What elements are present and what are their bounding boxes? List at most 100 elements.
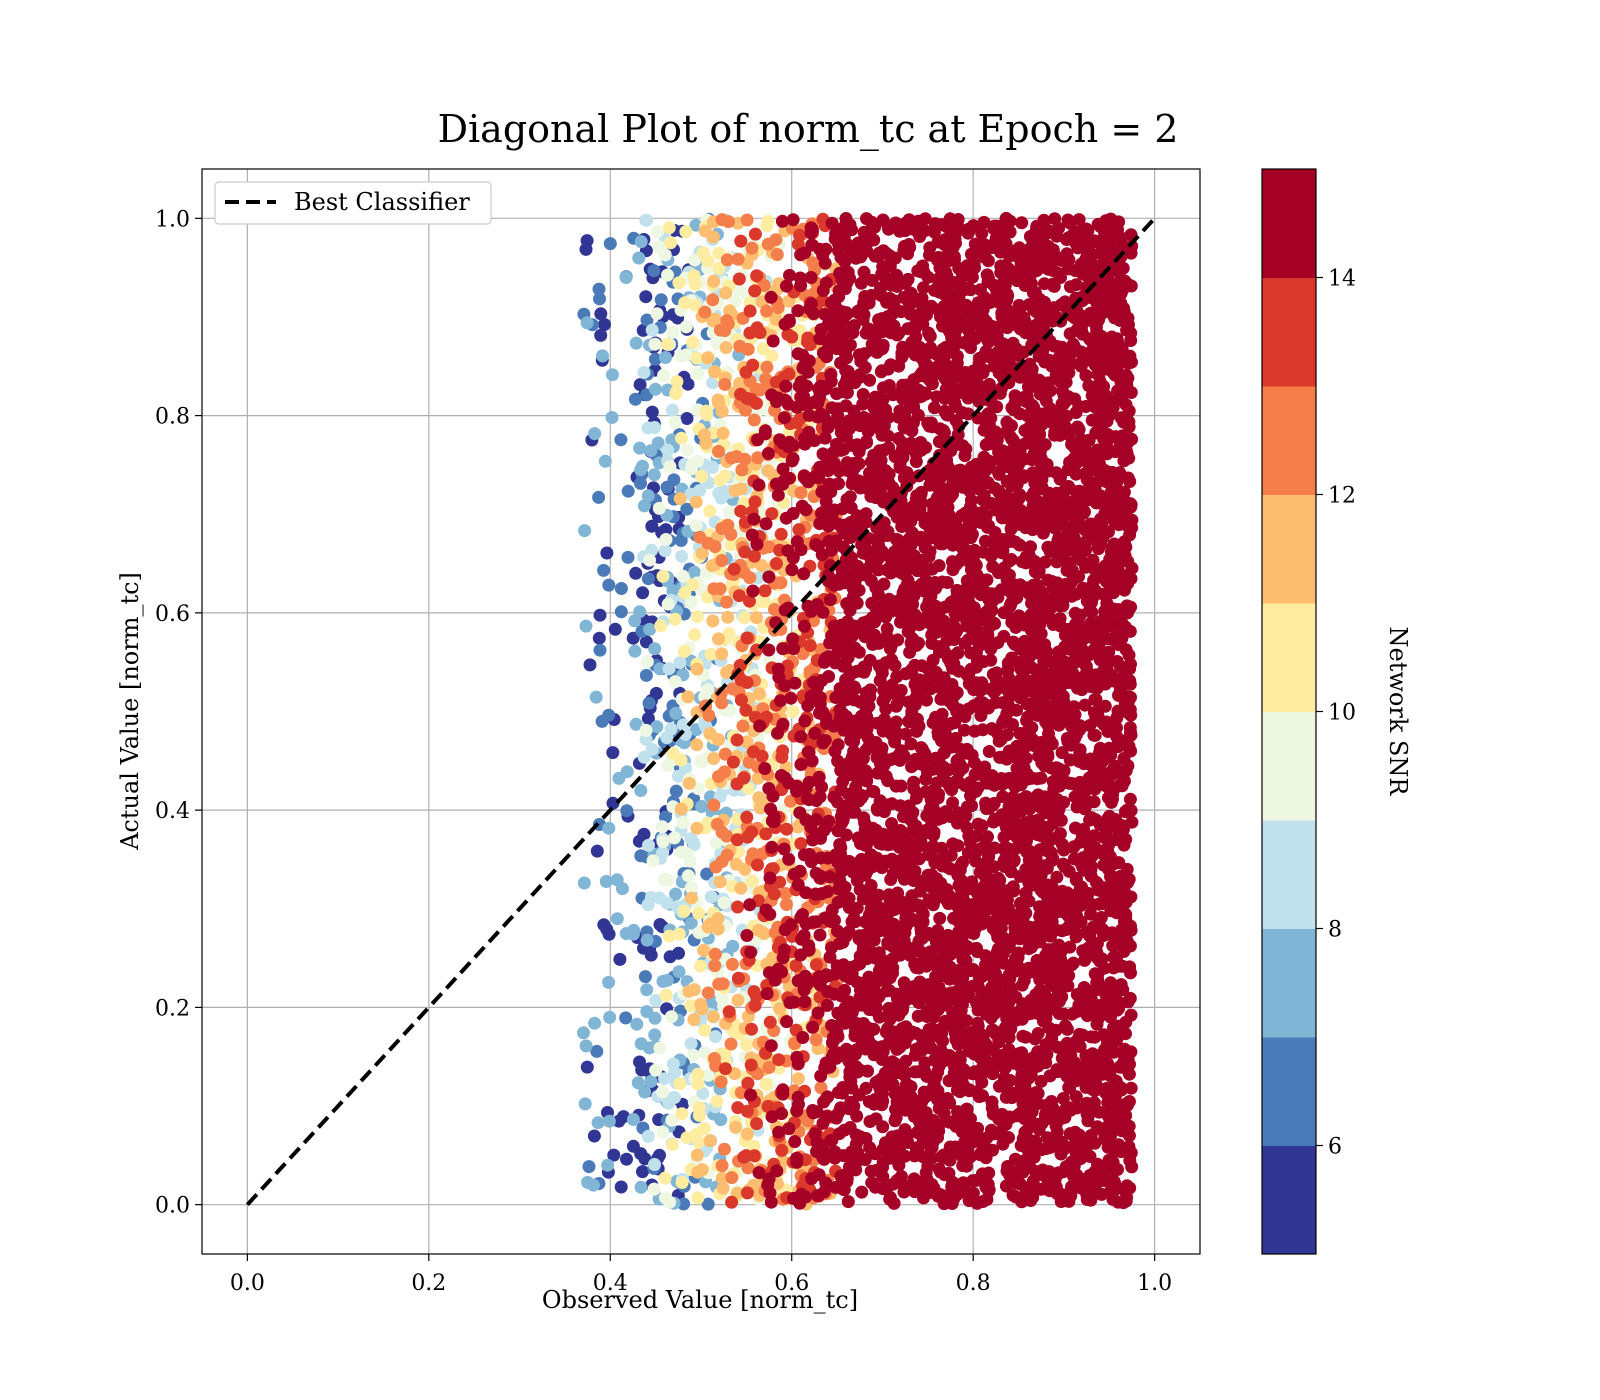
- scatter-point: [766, 951, 780, 965]
- scatter-point: [759, 372, 773, 386]
- scatter-point: [701, 536, 715, 550]
- scatter-point: [702, 708, 716, 722]
- scatter-point: [684, 881, 698, 895]
- scatter-point: [757, 279, 771, 292]
- scatter-point: [714, 1075, 728, 1089]
- scatter-point: [762, 782, 776, 795]
- scatter-point: [619, 927, 633, 940]
- scatter-point: [669, 784, 683, 798]
- scatter-point: [714, 491, 728, 505]
- scatter-point: [662, 221, 676, 235]
- scatter-point: [578, 1097, 592, 1111]
- scatter-point: [760, 710, 774, 724]
- scatter-point: [644, 444, 658, 458]
- scatter-point: [759, 903, 773, 917]
- scatter-point: [722, 1005, 736, 1019]
- scatter-point: [831, 795, 845, 809]
- scatter-point: [676, 569, 690, 583]
- scatter-point: [695, 1002, 709, 1016]
- scatter-point: [760, 219, 774, 233]
- scatter-point: [639, 668, 653, 682]
- scatter-point: [690, 662, 704, 676]
- scatter-point: [688, 253, 702, 267]
- scatter-point: [813, 928, 827, 942]
- scatter-points: [577, 211, 1139, 1211]
- scatter-point: [602, 1114, 616, 1128]
- scatter-point: [659, 351, 672, 364]
- scatter-point: [633, 1055, 646, 1069]
- scatter-point: [629, 336, 643, 350]
- scatter-point: [684, 595, 698, 609]
- scatter-point: [704, 647, 718, 661]
- scatter-point: [689, 298, 702, 312]
- scatter-point: [756, 926, 770, 940]
- scatter-point: [628, 614, 642, 628]
- scatter-point: [619, 1011, 633, 1025]
- scatter-point: [747, 413, 761, 427]
- scatter-point: [784, 794, 797, 808]
- scatter-point: [731, 971, 745, 985]
- scatter-point: [876, 260, 890, 274]
- scatter-point: [809, 1033, 823, 1047]
- scatter-point: [738, 611, 752, 625]
- scatter-point: [638, 970, 652, 984]
- scatter-point: [755, 749, 769, 763]
- scatter-point: [743, 594, 756, 608]
- scatter-point: [745, 825, 759, 839]
- scatter-point: [745, 241, 759, 255]
- scatter-point: [1123, 991, 1137, 1005]
- scatter-point: [701, 351, 715, 365]
- scatter-point: [633, 441, 647, 455]
- scatter-point: [647, 264, 661, 278]
- scatter-point: [674, 802, 688, 816]
- scatter-point: [679, 225, 693, 239]
- scatter-point: [698, 224, 712, 238]
- scatter-point: [718, 377, 732, 391]
- scatter-point: [658, 544, 672, 558]
- scatter-point: [592, 282, 606, 296]
- scatter-point: [747, 985, 761, 999]
- scatter-point: [763, 871, 777, 885]
- scatter-point: [772, 1053, 786, 1067]
- scatter-point: [621, 484, 635, 498]
- scatter-point: [674, 845, 688, 859]
- scatter-point: [1124, 1081, 1138, 1095]
- scatter-point: [582, 1160, 596, 1174]
- scatter-point: [700, 867, 714, 881]
- scatter-point: [593, 643, 607, 657]
- scatter-point: [660, 731, 674, 745]
- scatter-point: [1049, 1119, 1063, 1133]
- scatter-point: [654, 293, 668, 307]
- scatter-point: [577, 1026, 590, 1040]
- scatter-point: [656, 846, 670, 860]
- scatter-point: [665, 1113, 679, 1127]
- scatter-point: [587, 1129, 601, 1143]
- scatter-point: [660, 973, 674, 987]
- scatter-point: [640, 933, 654, 947]
- scatter-point: [630, 1017, 644, 1031]
- scatter-point: [765, 349, 779, 363]
- scatter-point: [733, 339, 747, 353]
- scatter-point: [602, 708, 616, 722]
- scatter-point: [652, 501, 666, 515]
- scatter-point: [751, 858, 764, 872]
- scatter-point: [656, 835, 670, 849]
- scatter-point: [578, 524, 592, 538]
- scatter-point: [715, 647, 729, 661]
- scatter-point: [763, 1015, 777, 1029]
- scatter-point: [697, 943, 711, 957]
- scatter-point: [666, 325, 680, 339]
- scatter-point: [649, 686, 663, 700]
- scatter-point: [662, 662, 676, 676]
- scatter-point: [730, 833, 744, 847]
- scatter-point: [594, 307, 608, 321]
- scatter-point: [707, 274, 721, 288]
- scatter-point: [716, 977, 730, 991]
- scatter-point: [708, 365, 722, 379]
- scatter-point: [612, 1114, 626, 1128]
- scatter-point: [711, 922, 725, 936]
- scatter-point: [814, 869, 828, 883]
- scatter-point: [710, 1094, 724, 1108]
- scatter-point: [663, 460, 677, 474]
